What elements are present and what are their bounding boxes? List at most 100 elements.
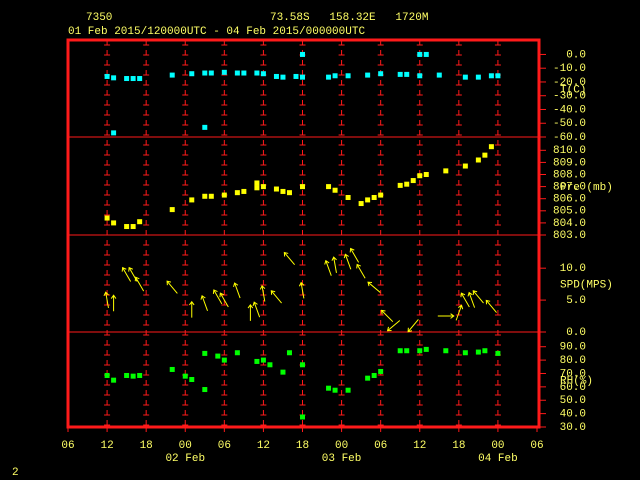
- y-tick-label: 809.0: [553, 157, 586, 169]
- data-point: [365, 72, 371, 78]
- data-point: [124, 76, 130, 82]
- wind-arrow: [472, 290, 484, 304]
- data-point: [169, 72, 175, 78]
- data-point: [182, 373, 188, 379]
- data-point: [365, 375, 371, 381]
- data-point: [371, 194, 377, 200]
- y-tick-label: -20.0: [553, 77, 586, 89]
- data-point: [332, 73, 338, 79]
- station-id: 7350: [86, 12, 112, 24]
- y-tick-label: 90.0: [560, 342, 586, 354]
- data-point: [124, 372, 130, 378]
- data-point: [221, 69, 227, 75]
- data-point: [104, 215, 110, 221]
- data-point: [280, 74, 286, 80]
- wind-arrow: [252, 301, 261, 318]
- data-point: [286, 350, 292, 356]
- wind-arrow: [298, 281, 305, 299]
- wind-arrow: [212, 289, 223, 305]
- wind-arrow: [407, 319, 419, 333]
- period: 01 Feb 2015/120000UTC - 04 Feb 2015/0000…: [68, 26, 365, 38]
- wind-arrow: [343, 253, 352, 270]
- data-point: [332, 387, 338, 393]
- data-point: [397, 348, 403, 354]
- wind-arrow: [356, 263, 366, 279]
- y-tick-label: 805.0: [553, 206, 586, 218]
- x-tick-label: 18: [296, 440, 309, 452]
- x-tick-label: 06: [61, 440, 74, 452]
- y-tick-label: -30.0: [553, 91, 586, 103]
- data-point: [423, 172, 429, 178]
- data-point: [410, 178, 416, 184]
- wind-arrow: [103, 291, 109, 309]
- data-point: [208, 193, 214, 199]
- y-axis-label: RH(%): [560, 375, 593, 387]
- data-point: [221, 192, 227, 198]
- wind-arrow: [247, 304, 254, 321]
- data-point: [293, 73, 299, 79]
- data-point: [462, 74, 468, 80]
- data-point: [475, 74, 481, 80]
- data-point: [137, 219, 143, 225]
- y-tick-label: 806.0: [553, 194, 586, 206]
- wind-arrow: [349, 247, 360, 263]
- wind-arrow: [283, 251, 295, 266]
- data-point: [482, 152, 488, 158]
- y-tick-label: 807.0: [553, 182, 586, 194]
- data-point: [417, 51, 423, 57]
- y-tick-label: 50.0: [560, 395, 586, 407]
- wind-arrow: [367, 281, 381, 293]
- data-point: [397, 71, 403, 77]
- wind-arrow: [259, 284, 266, 302]
- date-label: 04 Feb: [478, 453, 518, 465]
- data-point: [280, 369, 286, 375]
- data-point: [326, 385, 332, 391]
- data-point: [443, 348, 449, 354]
- y-tick-label: -50.0: [553, 118, 586, 130]
- y-tick-label: 5.0: [566, 295, 586, 307]
- y-tick-label: -60.0: [553, 132, 586, 144]
- x-tick-label: 18: [140, 440, 153, 452]
- wind-arrow: [189, 300, 195, 318]
- x-tick-label: 06: [218, 440, 231, 452]
- data-point: [215, 353, 221, 359]
- wind-arrow: [331, 256, 337, 273]
- x-tick-label: 00: [179, 440, 192, 452]
- data-point: [202, 387, 208, 393]
- data-point: [332, 187, 338, 193]
- data-point: [358, 201, 364, 207]
- data-point: [300, 362, 305, 368]
- station-location: 73.58S 158.32E 1720M: [270, 12, 428, 24]
- data-point: [417, 73, 423, 79]
- data-point: [345, 387, 351, 393]
- data-point: [273, 73, 279, 79]
- wind-arrow: [467, 291, 476, 308]
- data-point: [260, 357, 266, 363]
- data-point: [202, 193, 208, 199]
- data-point: [130, 76, 136, 82]
- data-point: [111, 220, 117, 226]
- data-point: [254, 70, 260, 76]
- data-point: [475, 157, 481, 163]
- wind-arrow: [380, 309, 394, 323]
- x-tick-label: 00: [491, 440, 504, 452]
- data-point: [365, 197, 371, 203]
- y-tick-label: -40.0: [553, 104, 586, 116]
- data-point: [234, 350, 240, 356]
- data-point: [300, 414, 305, 420]
- y-tick-label: 0.0: [566, 49, 586, 61]
- data-point: [202, 350, 208, 356]
- data-point: [104, 73, 110, 79]
- x-tick-label: 18: [452, 440, 465, 452]
- wind-arrow: [460, 292, 470, 308]
- wind-arrow: [485, 299, 497, 313]
- data-point: [104, 372, 110, 378]
- data-point: [189, 197, 195, 203]
- x-tick-label: 06: [530, 440, 543, 452]
- data-point: [267, 362, 273, 368]
- data-point: [345, 73, 351, 79]
- data-point: [300, 51, 305, 57]
- data-point: [326, 74, 332, 80]
- data-point: [404, 348, 410, 354]
